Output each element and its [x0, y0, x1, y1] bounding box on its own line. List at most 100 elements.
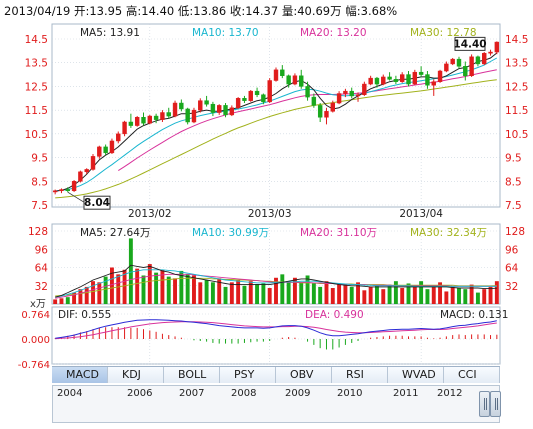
- candle-body: [431, 81, 436, 86]
- volume-unit-label: x万: [30, 299, 46, 310]
- price-axis-right: 14.5 13.5 12.5 11.5 10.5 9.5 8.5 7.5: [505, 34, 528, 212]
- tab-boll[interactable]: BOLL: [164, 367, 220, 383]
- volume-bar: [91, 281, 95, 304]
- volume-ytick-left: 96: [35, 244, 49, 256]
- legend-value: 13.91: [110, 27, 140, 39]
- price-ytick-left: 9.5: [31, 153, 48, 165]
- price-legend-ma30: MA30: 12.78: [410, 27, 477, 39]
- volume-bar: [387, 284, 392, 304]
- legend-value: 32.34万: [446, 227, 487, 239]
- tab-cci[interactable]: CCI: [444, 367, 500, 383]
- volume-bar: [59, 298, 64, 304]
- candle-body: [343, 90, 348, 94]
- price-ytick-left: 7.5: [31, 200, 48, 212]
- volume-bar: [97, 282, 102, 304]
- volume-bar: [469, 284, 474, 304]
- candle-body: [299, 75, 304, 87]
- date-range-navigator[interactable]: 2004 2006 2007 2008 2009 2010 2011 2012: [52, 385, 501, 423]
- tab-wvad[interactable]: WVAD: [388, 367, 444, 383]
- ma10-line: [55, 57, 498, 192]
- volume-bar: [475, 292, 480, 304]
- candle-body: [381, 76, 386, 85]
- tab-psy[interactable]: PSY: [220, 367, 276, 383]
- candle-body: [267, 80, 272, 103]
- legend-value: 31.10万: [336, 227, 377, 239]
- legend-name: MA30:: [410, 227, 446, 239]
- volume-legend-ma20: MA20: 31.10万: [300, 227, 377, 239]
- price-ytick-left: 12.5: [25, 81, 48, 93]
- candle-body: [469, 56, 474, 77]
- candle-body: [494, 41, 500, 53]
- candle-body: [425, 74, 430, 86]
- macd-panel: 0.764 0.000 -0.764 DIF: 0.555 DEA: 0.490 MAC…: [18, 306, 508, 371]
- range-right-handle[interactable]: [490, 391, 501, 417]
- volume-panel: 128 96 64 32 128 96 64 32 MA5: 27.64万 MA10: 30.…: [28, 223, 525, 310]
- legend-name: DEA:: [305, 309, 334, 321]
- navigator-year: 2006: [127, 388, 153, 399]
- ma30-line: [55, 79, 497, 199]
- legend-value: 27.64万: [110, 227, 151, 239]
- volume-bar: [299, 282, 304, 304]
- volume-bar: [147, 264, 152, 304]
- price-ytick-right: 14.5: [505, 34, 528, 46]
- candle-body: [292, 75, 298, 85]
- open-label: 开:: [74, 4, 89, 18]
- candle-body: [273, 69, 279, 81]
- volume-bar: [103, 276, 108, 304]
- macd-legend-macd: MACD: 0.131: [440, 309, 508, 321]
- candle-body: [166, 112, 171, 117]
- volume-ytick-left: 64: [35, 263, 49, 275]
- tab-kdj[interactable]: KDJ: [108, 367, 164, 383]
- volume-bar: [255, 284, 260, 304]
- tab-macd[interactable]: MACD: [52, 367, 108, 383]
- volume-bar: [192, 275, 196, 304]
- close-label: 收:: [230, 4, 245, 18]
- volume-ma5-line: [55, 264, 497, 298]
- price-frame: [51, 23, 501, 208]
- price-ytick-left: 13.5: [25, 58, 48, 70]
- volume-legend-ma30: MA30: 32.34万: [410, 227, 487, 239]
- volume-bar: [267, 288, 272, 304]
- macd-legend: DIF: 0.555 DEA: 0.490 MACD: 0.131: [58, 309, 508, 321]
- tab-obv[interactable]: OBV: [276, 367, 332, 383]
- candle-body: [456, 58, 462, 67]
- tab-rsi[interactable]: RSI: [332, 367, 388, 383]
- legend-name: MACD:: [440, 309, 478, 321]
- volume-bar: [400, 288, 405, 304]
- candle-body: [223, 105, 228, 116]
- legend-value: 13.70: [228, 27, 258, 39]
- volume-bar: [318, 286, 323, 304]
- volume-bar: [412, 286, 417, 304]
- volume-bar: [425, 289, 430, 304]
- volume-axis-left: 128 96 64 32: [28, 226, 48, 293]
- candle-body: [185, 108, 190, 123]
- candle-body: [444, 63, 449, 72]
- volume-bar: [53, 299, 58, 304]
- volume-moving-averages: [55, 264, 497, 299]
- legend-name: MA10:: [192, 27, 228, 39]
- volume-bar: [154, 272, 159, 304]
- candle-body: [374, 77, 380, 85]
- price-grid: [52, 24, 500, 207]
- candle-body: [52, 190, 58, 193]
- volume-bar: [280, 274, 285, 304]
- candle-body: [217, 105, 222, 113]
- macd-ytick: -0.764: [18, 360, 50, 371]
- volume-ma30-line: [55, 277, 497, 297]
- volume-ytick-right: 64: [505, 263, 519, 275]
- volume-bar: [343, 284, 348, 304]
- price-legend-ma20: MA20: 13.20: [300, 27, 367, 39]
- quote-date: 2013/04/19: [4, 4, 70, 18]
- candle-body: [134, 117, 140, 126]
- legend-value: 0.555: [81, 309, 111, 321]
- ma5-line: [55, 52, 498, 192]
- candle-body: [286, 75, 291, 85]
- candle-body: [122, 121, 127, 135]
- range-left-handle[interactable]: [479, 391, 490, 417]
- candle-body: [418, 71, 424, 75]
- candle-body: [488, 51, 493, 54]
- volume-bar: [173, 278, 177, 304]
- volume-bar: [84, 286, 89, 304]
- volume-bar: [444, 291, 449, 304]
